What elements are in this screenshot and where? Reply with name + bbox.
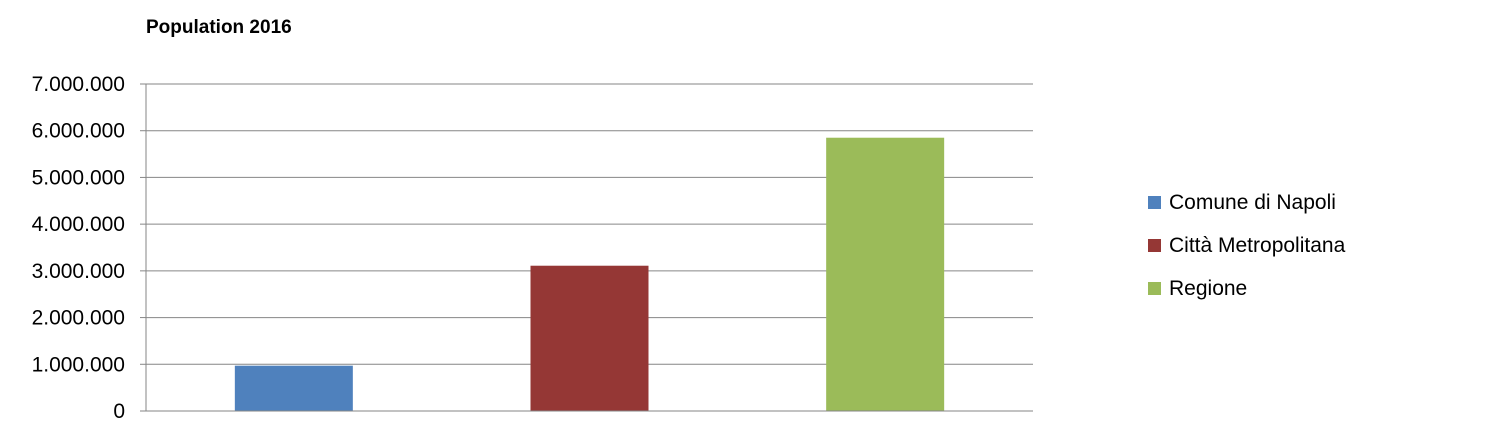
legend: Comune di Napoli Città Metropolitana Regio… bbox=[1148, 181, 1345, 310]
legend-label: Città Metropolitana bbox=[1169, 233, 1346, 257]
legend-swatch bbox=[1148, 239, 1161, 252]
y-tick-label: 1.000.000 bbox=[32, 353, 125, 376]
y-tick-label: 6.000.000 bbox=[32, 120, 125, 143]
y-tick-label: 3.000.000 bbox=[32, 260, 125, 283]
y-tick-label: 4.000.000 bbox=[32, 213, 125, 236]
y-tick-label: 2.000.000 bbox=[32, 307, 125, 330]
bar bbox=[234, 365, 353, 411]
legend-label: Comune di Napoli bbox=[1169, 190, 1336, 214]
legend-swatch bbox=[1148, 196, 1161, 209]
legend-label: Regione bbox=[1169, 276, 1248, 300]
y-tick-label: 0 bbox=[113, 400, 125, 423]
y-tick-label: 7.000.000 bbox=[32, 73, 125, 96]
legend-item: Città Metropolitana bbox=[1148, 224, 1345, 267]
bar bbox=[826, 137, 945, 411]
legend-item: Comune di Napoli bbox=[1148, 181, 1345, 224]
y-axis-tick-labels: 0 1.000.000 2.000.000 3.000.000 4.000.000 5.0… bbox=[32, 73, 125, 423]
legend-item: Regione bbox=[1148, 267, 1345, 310]
bar bbox=[530, 265, 649, 411]
legend-swatch bbox=[1148, 282, 1161, 295]
axes bbox=[140, 83, 1033, 412]
chart-title: Population 2016 bbox=[146, 17, 292, 38]
y-tick-label: 5.000.000 bbox=[32, 166, 125, 189]
bars bbox=[234, 137, 945, 411]
